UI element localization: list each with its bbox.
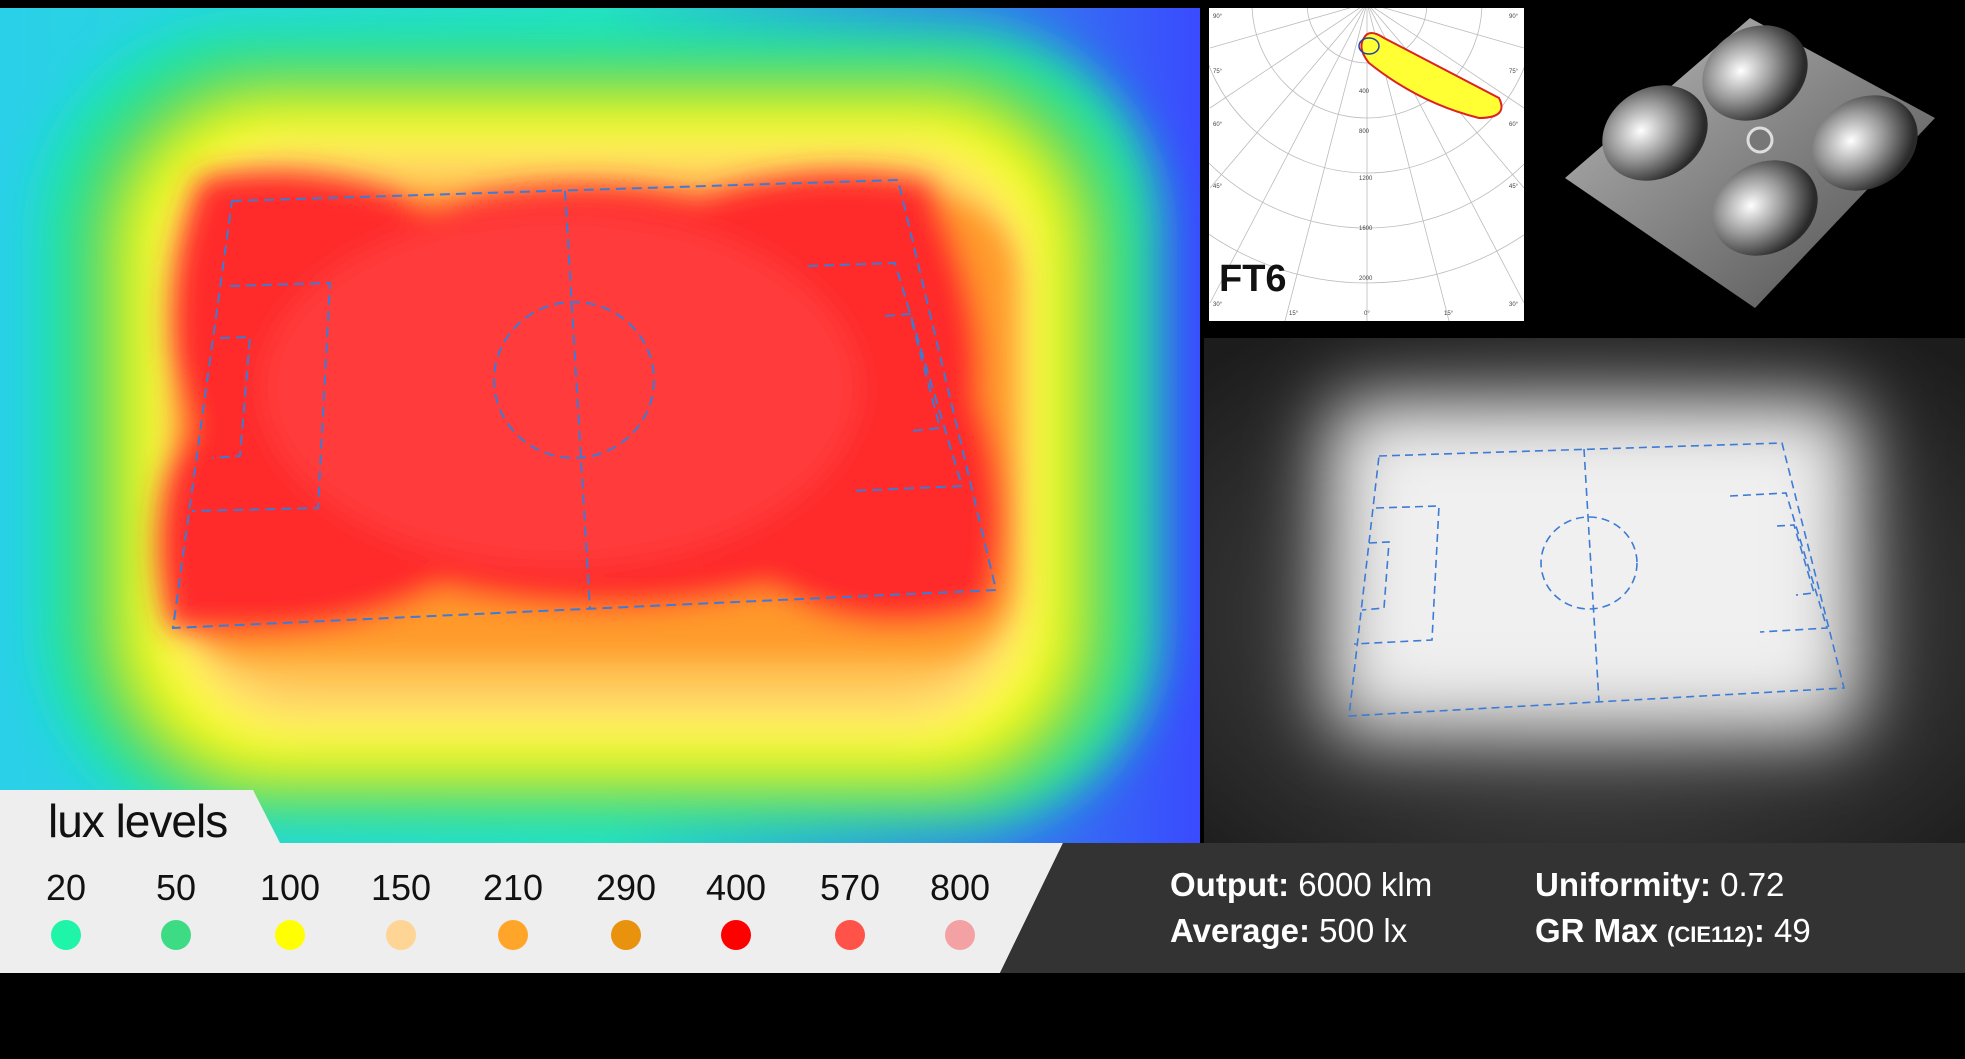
stat-output-value: 6000 klm	[1289, 866, 1433, 903]
stat-glare-note: (CIE112)	[1667, 922, 1754, 947]
lens-product-image	[1545, 8, 1955, 333]
legend-item: 570	[805, 866, 895, 950]
legend-item: 290	[581, 866, 671, 950]
polar-angle-label: 45°	[1213, 184, 1223, 190]
stat-average-label: Average:	[1170, 912, 1311, 949]
legend-item: 210	[468, 866, 558, 950]
polar-angle-label: 75°	[1213, 69, 1223, 75]
legend-swatch	[386, 920, 416, 950]
legend-swatch	[161, 920, 191, 950]
legend-value: 570	[819, 867, 881, 908]
legend-value: 800	[929, 867, 991, 908]
polar-angle-label: 90°	[1509, 14, 1519, 20]
polar-radial-label: 2000	[1359, 276, 1373, 282]
stat-uniformity-label: Uniformity:	[1535, 866, 1711, 903]
legend-value: 150	[370, 867, 432, 908]
stat-glare: GR Max (CIE112): 49	[1535, 912, 1811, 950]
legend-item: 20	[21, 866, 111, 950]
polar-angle-label: 0°	[1364, 311, 1370, 317]
polar-angle-label: 45°	[1509, 184, 1519, 190]
legend-value: 400	[705, 867, 767, 908]
legend-item: 50	[131, 866, 221, 950]
stat-uniformity: Uniformity: 0.72	[1535, 866, 1784, 904]
legend-swatch	[721, 920, 751, 950]
heatmap-image	[0, 8, 1200, 843]
legend-value: 210	[482, 867, 544, 908]
polar-angle-label: 30°	[1213, 302, 1223, 308]
polar-angle-label: 60°	[1509, 122, 1519, 128]
polar-curve	[1360, 32, 1503, 120]
legend-panel-bg	[0, 843, 1063, 973]
legend-swatch	[498, 920, 528, 950]
stat-average-value: 500 lx	[1310, 912, 1408, 949]
stat-glare-label: GR Max	[1535, 912, 1668, 949]
polar-label: FT6	[1219, 258, 1287, 300]
polar-radial-label: 800	[1359, 129, 1370, 135]
legend-value: 100	[259, 867, 321, 908]
legend-value: 290	[595, 867, 657, 908]
stat-glare-colon: :	[1753, 912, 1765, 949]
stat-output-label: Output:	[1170, 866, 1290, 903]
legend-swatch	[835, 920, 865, 950]
stat-average: Average: 500 lx	[1170, 912, 1407, 950]
polar-radial-label: 1200	[1359, 176, 1373, 182]
legend-item: 800	[915, 866, 1005, 950]
polar-radial-label: 400	[1359, 89, 1370, 95]
legend-value: 50	[155, 867, 197, 908]
polar-angle-label: 15°	[1289, 311, 1299, 317]
legend-swatch	[51, 920, 81, 950]
polar-radial-label: 1600	[1359, 226, 1373, 232]
polar-angle-label: 75°	[1509, 69, 1519, 75]
legend-swatch	[275, 920, 305, 950]
legend-item: 100	[245, 866, 335, 950]
legend-item: 150	[356, 866, 446, 950]
legend-value: 20	[45, 867, 87, 908]
legend-swatch	[945, 920, 975, 950]
polar-diagram: 90° 75° 60° 45° 400 800 1200 1600 2000 1…	[1209, 8, 1524, 321]
polar-angle-label: 30°	[1509, 302, 1519, 308]
stat-glare-value: 49	[1764, 912, 1811, 949]
legend-item: 400	[691, 866, 781, 950]
legend-title-bg	[0, 790, 280, 843]
rendered-field-image	[1204, 338, 1965, 843]
stat-output: Output: 6000 klm	[1170, 866, 1432, 904]
polar-angle-label: 60°	[1213, 122, 1223, 128]
stats-panel-bg	[1000, 843, 1965, 973]
polar-angle-label: 90°	[1213, 14, 1223, 20]
polar-angle-label: 15°	[1444, 311, 1454, 317]
legend-swatch	[611, 920, 641, 950]
stat-uniformity-value: 0.72	[1711, 866, 1785, 903]
legend-title: lux levels	[48, 795, 228, 847]
